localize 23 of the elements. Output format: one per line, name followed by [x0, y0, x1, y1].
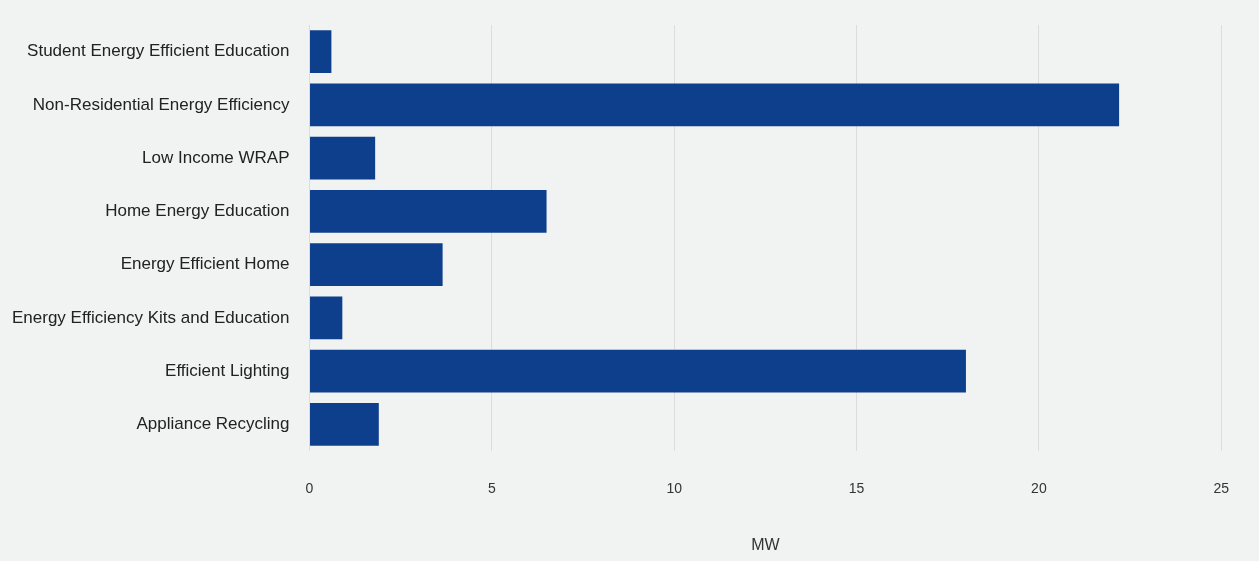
x-tick-label: 20	[1031, 480, 1047, 497]
y-tick-label: Home Energy Education	[105, 201, 290, 221]
bar	[310, 83, 1120, 127]
x-tick-label: 0	[305, 480, 314, 497]
y-tick-label: Appliance Recycling	[136, 414, 290, 434]
y-tick-label: Energy Efficient Home	[120, 254, 290, 274]
bar	[310, 243, 443, 286]
x-tick-label: 15	[848, 480, 865, 497]
bar	[310, 30, 332, 73]
y-tick-label: Efficient Lighting	[165, 360, 290, 380]
x-axis-title: MW	[751, 535, 781, 553]
bar	[310, 296, 343, 340]
bar	[310, 136, 376, 180]
y-tick-label: Student Energy Efficient Education	[27, 41, 290, 61]
bar	[310, 403, 379, 446]
bar	[310, 190, 547, 233]
x-tick-label: 5	[487, 480, 496, 497]
x-tick-label: 10	[666, 480, 683, 497]
y-tick-label: Non-Residential Energy Efficiency	[32, 94, 291, 114]
y-tick-label: Low Income WRAP	[142, 147, 290, 167]
y-tick-label: Energy Efficiency Kits and Education	[12, 307, 290, 327]
x-tick-label: 25	[1213, 480, 1230, 497]
bar	[310, 349, 966, 393]
